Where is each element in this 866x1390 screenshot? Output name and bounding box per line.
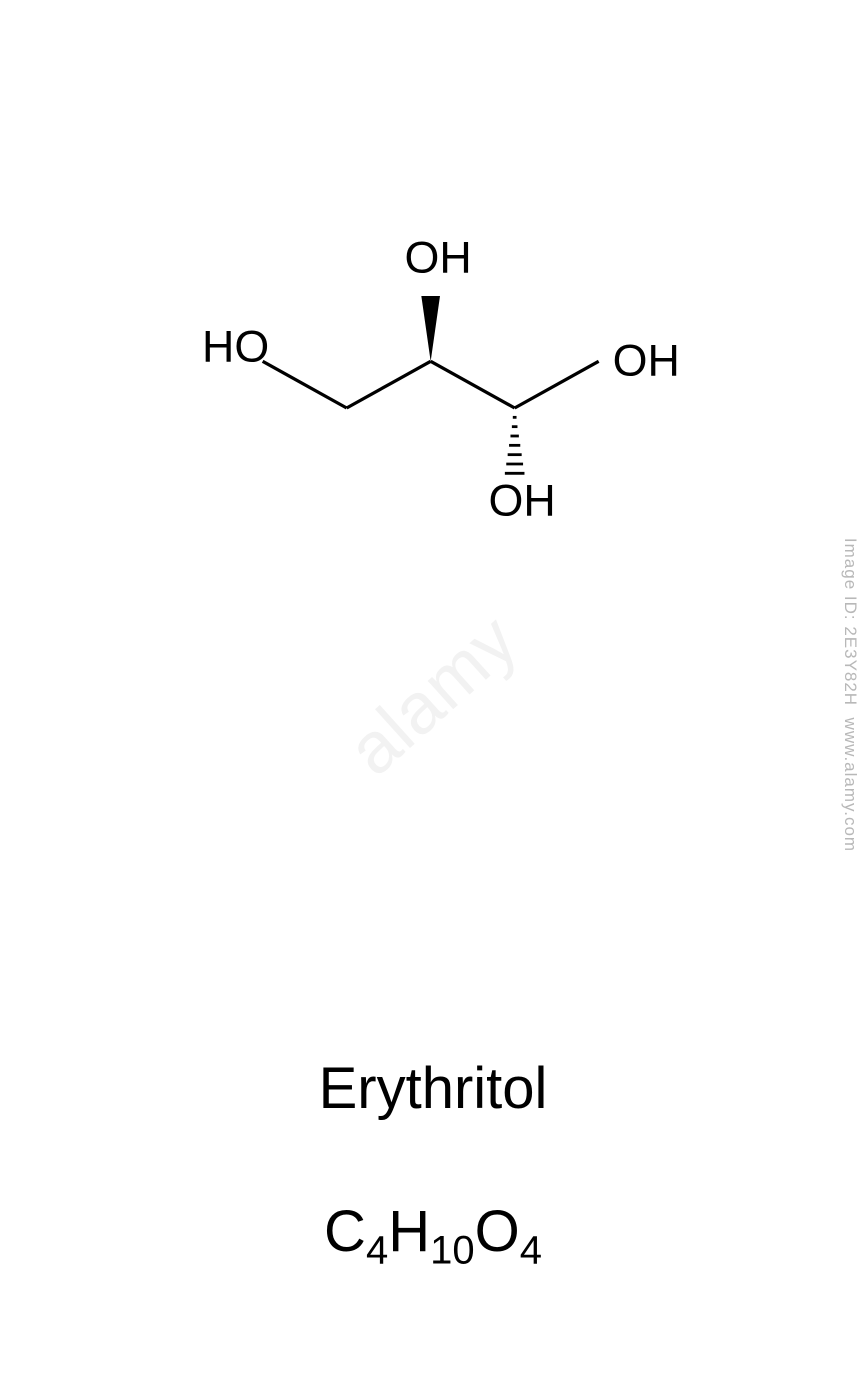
watermark-side: Image ID: 2E3Y82H www.alamy.com <box>840 538 860 852</box>
bond-line <box>263 361 347 408</box>
chemical-structure: HO OH OH OH <box>0 240 866 560</box>
atom-label-ho: HO <box>202 321 269 371</box>
formula-element: H <box>388 1199 430 1264</box>
formula-subscript: 4 <box>520 1229 542 1273</box>
bond-line <box>347 361 431 408</box>
wedge-solid <box>421 296 440 361</box>
watermark-center: alamy <box>332 599 533 792</box>
bond-line <box>515 361 599 408</box>
compound-name: Erythritol <box>0 1055 866 1122</box>
formula-element: C <box>324 1199 366 1264</box>
formula-subscript: 4 <box>366 1229 388 1273</box>
atom-label-oh-right: OH <box>613 335 680 385</box>
atom-label-oh-bottom: OH <box>489 475 556 520</box>
molecular-formula: C4H10O4 <box>0 1198 866 1274</box>
atom-label-oh-top: OH <box>405 240 472 283</box>
formula-element: O <box>475 1199 520 1264</box>
structure-svg: HO OH OH OH <box>140 240 740 520</box>
formula-subscript: 10 <box>430 1229 475 1273</box>
bond-line <box>431 361 515 408</box>
wedge-hash <box>505 417 525 473</box>
